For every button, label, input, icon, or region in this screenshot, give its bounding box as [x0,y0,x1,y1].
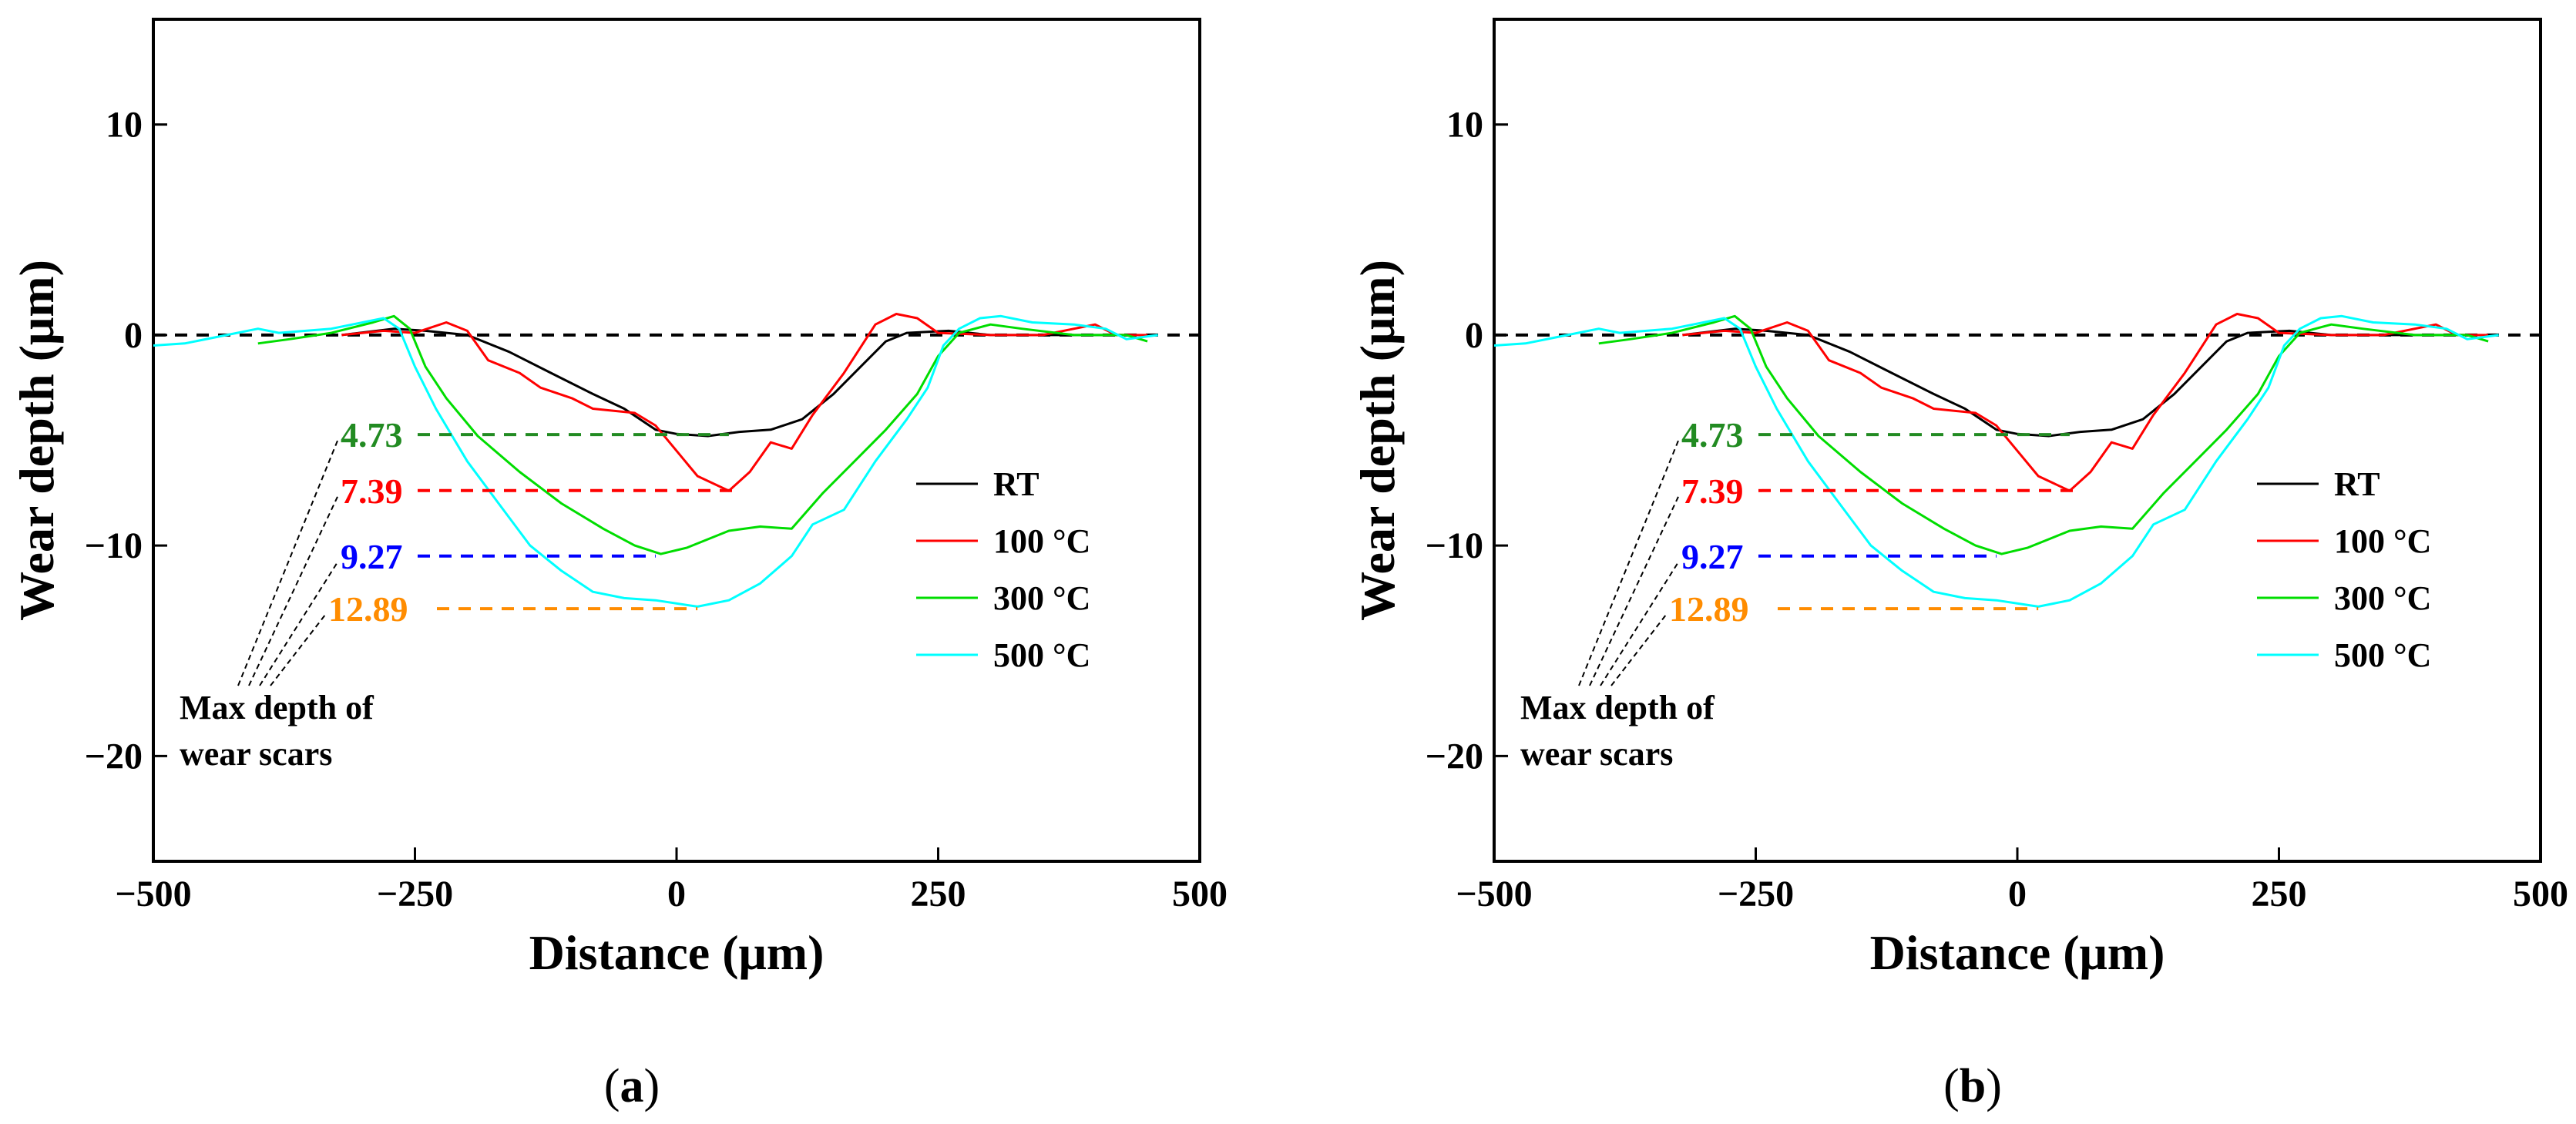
x-tick-label: −500 [115,874,191,914]
x-tick-label: −250 [377,874,453,914]
panel-label: (b) [1943,1060,2002,1112]
max-depth-label: 12.89 [1669,589,1749,629]
leader-line [1610,614,1667,686]
note-line-2: wear scars [180,735,332,773]
series-group [1494,313,2499,608]
leader-line [1600,562,1679,686]
y-tick-label: −10 [1426,525,1483,566]
legend-label: 300 °C [2334,579,2431,617]
y-axis-title: Wear depth (μm) [1350,260,1405,621]
series-line-rt [341,327,1137,438]
panel-label-close: ) [644,1060,660,1112]
x-tick-label: −250 [1718,874,1794,914]
legend: RT 100 °C 300 °C 500 °C [916,465,1090,674]
series-line-500c [1494,314,2499,608]
legend-label: 100 °C [2334,522,2431,560]
series-line-500c [153,314,1158,608]
legend-label: 300 °C [993,579,1090,617]
panel-label: (a) [604,1060,660,1112]
x-axis-title: Distance (μm) [1870,925,2165,980]
max-depth-label: 9.27 [341,537,403,576]
leader-line [248,496,338,686]
x-tick-label: 500 [1172,874,1228,914]
y-tick-label: −10 [85,525,143,566]
x-tick-label: 500 [2513,874,2568,914]
note-line-1: Max depth of [180,689,374,726]
legend: RT 100 °C 300 °C 500 °C [2257,465,2431,674]
panel-label-letter: a [620,1060,644,1112]
chart-panel-b: −500 −250 0 250 500 −20 −10 0 10 Distance (μm) Wea… [1350,18,2568,1112]
note-line-1: Max depth of [1520,689,1715,726]
x-tick-label: −500 [1456,874,1532,914]
panel-label-open: ( [604,1060,620,1112]
legend-label: 500 °C [993,636,1090,674]
panel-label-close: ) [1986,1060,2002,1112]
y-tick-label: 10 [106,105,143,146]
x-axis-title: Distance (μm) [529,925,825,980]
y-tick-label: −20 [1426,736,1483,777]
max-depth-label: 9.27 [1681,537,1744,576]
y-tick-label: 10 [1446,105,1483,146]
series-line-300c [1598,314,2489,555]
legend-label: RT [993,465,1039,503]
max-depth-label: 4.73 [1681,415,1744,455]
legend-label: RT [2334,465,2380,503]
max-depth-label: 7.39 [341,471,403,511]
leader-line [270,614,326,686]
leader-line [237,440,338,686]
series-line-300c [257,314,1148,555]
note-line-2: wear scars [1520,735,1673,773]
series-line-100c [1682,313,2489,492]
x-tick-label: 250 [911,874,966,914]
legend-label: 500 °C [2334,636,2431,674]
y-tick-label: −20 [85,736,143,777]
panel-label-letter: b [1960,1060,1986,1112]
y-axis-title: Wear depth (μm) [9,260,64,621]
chart-panel-a: −500 −250 0 250 500 −20 −10 0 10 Distance (μm) Wea… [9,18,1228,1112]
x-tick-label: 0 [2008,874,2027,914]
series-line-rt [1682,327,2478,438]
leader-line [259,562,338,686]
x-tick-label: 250 [2252,874,2307,914]
leader-line [1578,440,1679,686]
series-group [153,313,1158,608]
y-tick-label: 0 [1465,315,1483,356]
max-depth-label: 7.39 [1681,471,1744,511]
leader-line [1589,496,1679,686]
series-line-100c [341,313,1148,492]
y-tick-label: 0 [124,315,143,356]
panel-label-open: ( [1943,1060,1960,1112]
max-depth-label: 12.89 [328,589,408,629]
x-tick-label: 0 [667,874,686,914]
max-depth-label: 4.73 [341,415,403,455]
legend-label: 100 °C [993,522,1090,560]
